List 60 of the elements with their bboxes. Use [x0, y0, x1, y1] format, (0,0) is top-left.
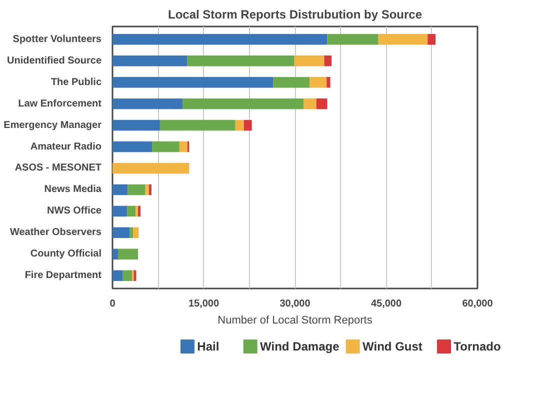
bar	[112, 227, 130, 238]
y-tick-label: NWS Office	[47, 206, 102, 217]
y-tick-label: The Public	[50, 76, 102, 88]
legend-label: Tornado	[454, 340, 501, 354]
bar	[127, 206, 136, 217]
bar	[182, 98, 304, 110]
bar	[112, 206, 128, 217]
chart-title: Local Storm Reports Distrubution by Source	[168, 8, 422, 22]
bar	[112, 76, 274, 88]
bar	[133, 227, 139, 238]
bar	[310, 76, 327, 88]
legend-label: Hail	[197, 340, 220, 354]
bar	[378, 34, 428, 45]
legend-label: Wind Damage	[260, 340, 340, 354]
legend-label: Wind Gust	[362, 340, 422, 354]
bar	[112, 55, 188, 66]
x-axis-title: Number of Local Storm Reports	[218, 314, 373, 326]
bar	[112, 248, 118, 260]
bar	[112, 120, 160, 131]
bar	[112, 98, 182, 110]
y-tick-label: Unidentified Source	[7, 55, 102, 66]
bar	[316, 98, 328, 110]
bar	[326, 76, 330, 88]
bar	[112, 270, 123, 281]
x-tick-label: 45,000	[370, 298, 402, 310]
bar	[130, 227, 134, 238]
bar	[304, 98, 316, 110]
bar	[112, 162, 190, 174]
bar	[244, 120, 252, 131]
bar	[136, 206, 138, 217]
x-tick-label: 30,000	[280, 298, 311, 310]
bar	[118, 248, 138, 260]
bar	[112, 184, 128, 196]
bar	[273, 76, 310, 88]
y-tick-label: Spotter Volunteers	[12, 34, 102, 45]
x-tick-label: 0	[110, 298, 116, 310]
y-tick-label: Weather Observers	[10, 227, 102, 238]
y-tick-label: Fire Department	[24, 270, 102, 282]
bar	[112, 141, 152, 152]
x-tick-label: 15,000	[188, 298, 220, 310]
y-tick-label: Amateur Radio	[30, 141, 102, 152]
bar	[112, 34, 328, 45]
bar	[145, 184, 149, 196]
y-tick-label: County Official	[30, 248, 102, 260]
y-tick-label: News Media	[44, 184, 102, 196]
bar	[152, 141, 180, 152]
bar	[294, 55, 324, 66]
bar	[122, 270, 132, 281]
bar	[428, 34, 436, 45]
y-tick-label: Emergency Manager	[4, 120, 102, 131]
y-tick-label: ASOS - MESONET	[14, 162, 102, 174]
bar	[327, 34, 378, 45]
bar	[187, 55, 294, 66]
x-tick-label: 60,000	[462, 298, 494, 310]
bar	[128, 184, 146, 196]
bar	[179, 141, 188, 152]
y-tick-label: Law Enforcement	[18, 98, 102, 110]
bar	[235, 120, 244, 131]
bar	[160, 120, 236, 131]
bar	[324, 55, 332, 66]
